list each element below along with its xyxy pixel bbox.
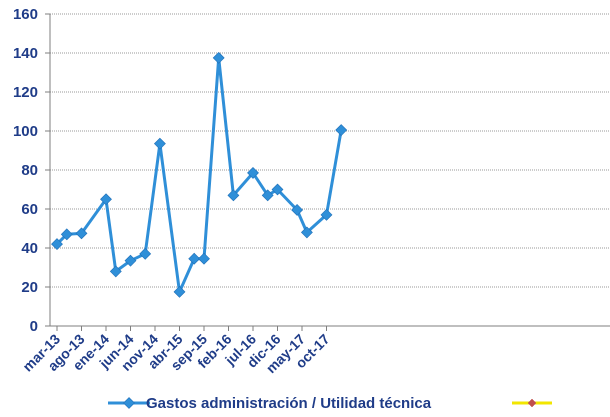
data-point [124, 254, 137, 267]
series-layer [51, 51, 348, 298]
data-point [139, 247, 152, 260]
data-point [335, 124, 348, 136]
legend-swatch-marker [123, 397, 135, 409]
data-point [188, 252, 201, 265]
data-point [75, 227, 88, 240]
y-tick-label: 60 [21, 201, 38, 218]
data-point [51, 238, 63, 251]
data-point [291, 204, 304, 216]
gridlines [50, 13, 610, 288]
data-point [247, 167, 259, 179]
data-point [300, 226, 313, 239]
y-tick-label: 20 [21, 279, 38, 296]
y-tick-label: 0 [30, 318, 38, 335]
data-point [109, 265, 122, 278]
y-tick-label: 140 [13, 45, 38, 62]
x-axis-ticks: mar-13ago-13ene-14jun-14nov-14abr-15sep-… [19, 326, 333, 376]
y-tick-label: 100 [13, 123, 38, 140]
y-tick-label: 120 [13, 84, 38, 101]
legend-swatch-marker [527, 398, 537, 408]
legend: Gastos administración / Utilidad técnica [108, 395, 552, 412]
y-tick-label: 160 [13, 6, 38, 23]
data-point [198, 252, 210, 265]
y-tick-label: 40 [21, 240, 38, 257]
y-tick-label: 80 [21, 162, 38, 179]
data-point [100, 193, 112, 206]
data-point [212, 51, 225, 64]
legend-entry-label: Gastos administración / Utilidad técnica [146, 395, 432, 412]
data-point [153, 137, 166, 150]
data-point [271, 183, 284, 196]
data-point [227, 189, 240, 202]
data-point [320, 208, 333, 221]
data-point [173, 285, 186, 298]
data-point [261, 189, 274, 202]
y-axis-ticks: 0 20 40 60 80 100 120 140 160 [13, 6, 50, 335]
data-point [60, 228, 73, 241]
series-line [55, 56, 343, 294]
